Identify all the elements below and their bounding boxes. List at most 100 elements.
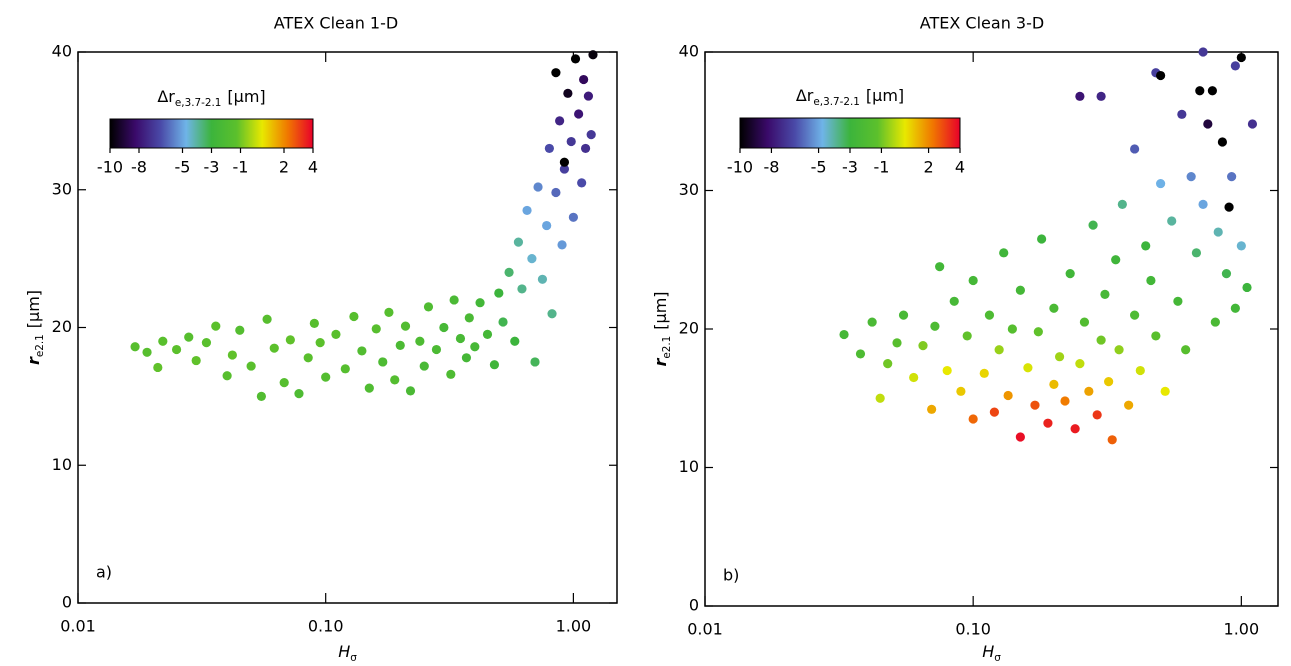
colorbar-label-text: Δr: [796, 86, 814, 105]
point: [1236, 52, 1246, 63]
point: [557, 240, 567, 250]
point: [989, 407, 1000, 417]
point: [1217, 137, 1228, 147]
point: [184, 332, 194, 342]
point: [475, 298, 485, 308]
x-axis-label-subscript: σ: [994, 652, 1001, 664]
point: [331, 329, 341, 339]
point: [1141, 241, 1151, 251]
point: [1060, 396, 1070, 406]
point: [1107, 435, 1117, 445]
point: [1079, 317, 1090, 327]
point: [577, 178, 587, 188]
point: [1100, 289, 1110, 299]
colorbar-tick-label: -1: [873, 158, 889, 177]
y-axis-label: re2.1 [μm]: [24, 290, 47, 365]
point: [227, 350, 237, 360]
y-tick-label: 10: [679, 457, 699, 476]
point: [349, 311, 359, 322]
x-tick-label: 0.01: [60, 617, 96, 636]
x-tick-label: 0.10: [308, 617, 344, 636]
point: [555, 116, 565, 126]
point: [494, 288, 504, 298]
point: [191, 355, 201, 366]
point: [1070, 424, 1080, 434]
x-axis-label: Hσ: [338, 642, 357, 665]
point: [1198, 199, 1208, 209]
point: [384, 307, 394, 317]
point: [563, 88, 573, 98]
y-tick-label: 40: [52, 42, 72, 61]
point: [498, 317, 508, 327]
colorbar-tick-label: -5: [811, 158, 827, 177]
y-tick-label: 20: [52, 317, 72, 336]
point: [522, 205, 532, 216]
point: [1210, 317, 1220, 327]
point: [559, 164, 570, 174]
point: [510, 336, 520, 346]
x-tick-label: 0.10: [955, 620, 991, 639]
point: [875, 393, 885, 403]
point: [1043, 418, 1053, 428]
point: [1003, 390, 1013, 401]
point: [586, 130, 596, 140]
point: [588, 50, 598, 60]
colorbar-tick-label: -3: [204, 158, 220, 177]
point: [1186, 172, 1196, 182]
point: [1084, 386, 1094, 396]
point: [246, 361, 256, 371]
point: [898, 310, 909, 320]
point: [371, 324, 381, 334]
point: [364, 383, 374, 393]
x-axis-label-subscript: σ: [350, 652, 357, 664]
point: [1049, 379, 1059, 389]
point: [489, 360, 500, 370]
point: [1092, 410, 1102, 420]
point: [201, 338, 212, 348]
point: [580, 143, 591, 154]
colorbar-tick-label: 4: [955, 158, 965, 177]
point: [405, 386, 416, 396]
point: [321, 372, 331, 382]
point: [1114, 345, 1124, 355]
point: [517, 284, 527, 294]
point: [855, 349, 866, 359]
point: [158, 336, 168, 346]
colorbar-label-subscript: e,3.7-2.1: [175, 97, 222, 109]
point: [1213, 227, 1223, 237]
point: [1075, 91, 1085, 101]
x-axis-label-text: H: [982, 642, 994, 661]
point: [419, 361, 429, 371]
point: [340, 364, 350, 374]
point: [1230, 303, 1240, 313]
point: [455, 333, 466, 344]
point: [1015, 432, 1025, 442]
x-tick-label: 0.01: [687, 620, 723, 639]
point: [285, 335, 295, 345]
colorbar-label-text: Δr: [157, 87, 175, 106]
y-axis-label-text: r: [651, 358, 670, 367]
colorbar-tick-label: -10: [97, 158, 123, 177]
point: [942, 365, 952, 376]
point: [1236, 241, 1246, 251]
colorbar-tick-label: 4: [308, 158, 318, 177]
point: [171, 344, 182, 355]
chart-title: ATEX Clean 1-D: [274, 14, 398, 33]
point: [461, 353, 472, 363]
point: [211, 321, 221, 331]
point: [464, 313, 474, 323]
x-tick-label: 1.00: [1224, 620, 1260, 639]
y-tick-label: 0: [62, 593, 72, 612]
point: [570, 54, 581, 64]
colorbar-tick-label: -10: [727, 158, 753, 177]
colorbar-tick-label: 2: [923, 158, 933, 177]
colorbar-tick-label: 2: [279, 158, 289, 177]
point: [566, 136, 576, 147]
point: [994, 345, 1004, 355]
point: [892, 338, 902, 348]
point: [968, 414, 978, 424]
point: [927, 404, 937, 414]
point: [1135, 365, 1145, 376]
point: [400, 321, 411, 331]
